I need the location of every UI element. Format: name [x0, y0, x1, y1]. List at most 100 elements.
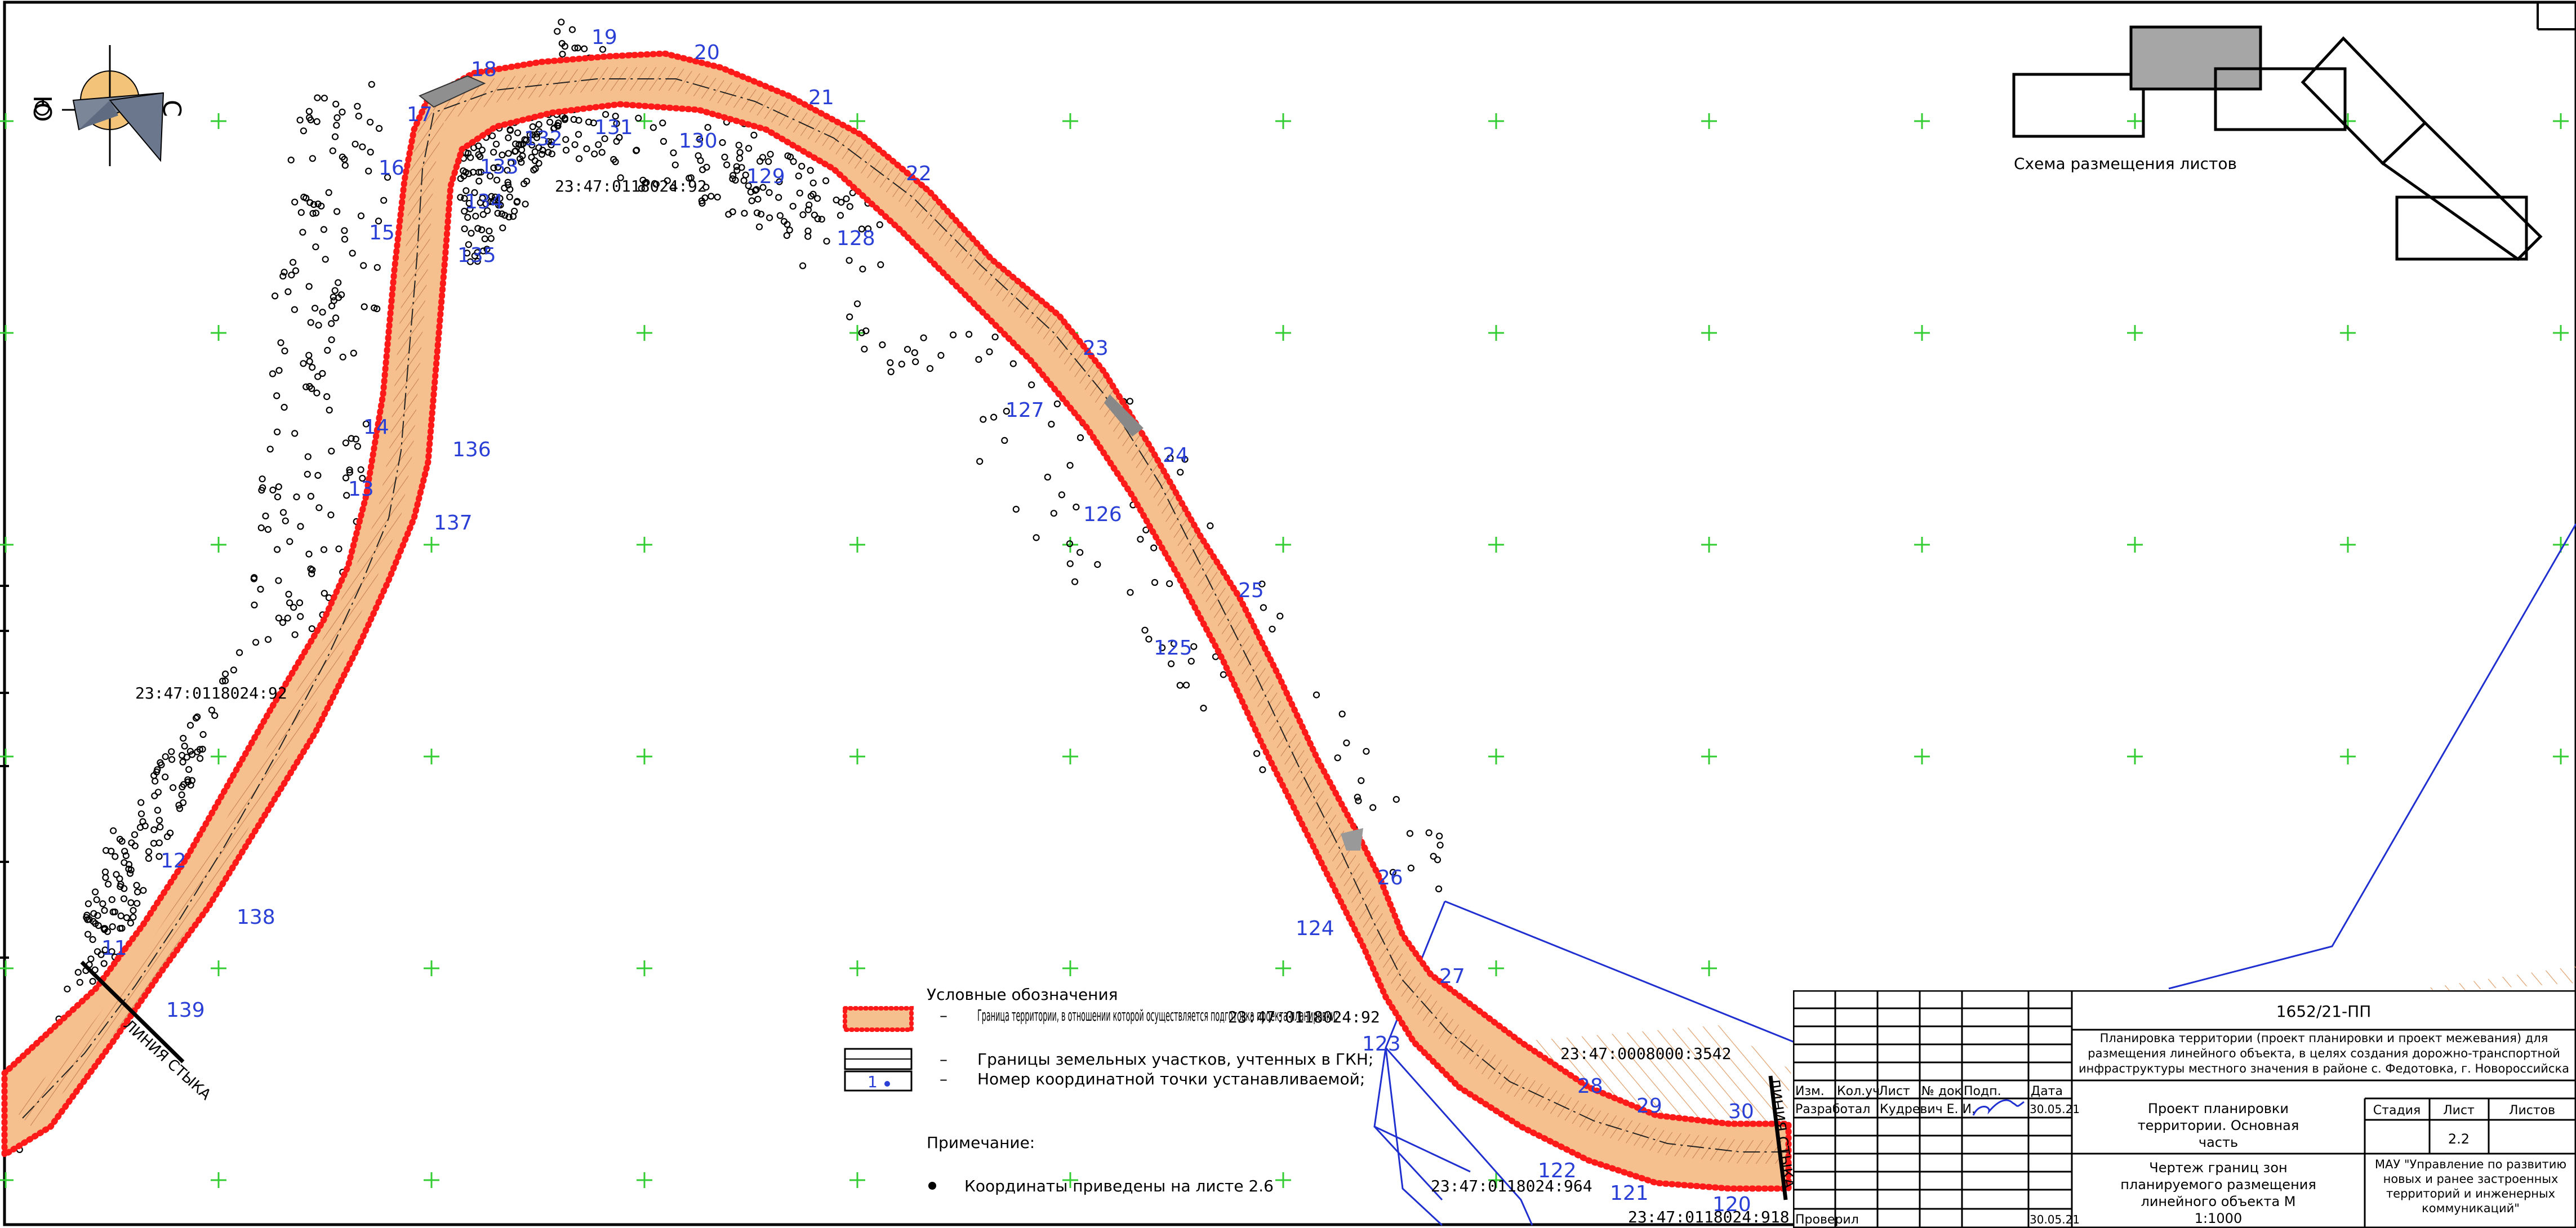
survey-dot [466, 258, 474, 265]
grid-cross [2553, 113, 2569, 129]
survey-dot [536, 128, 543, 135]
project-title: Планировка территории (проект планировки… [2078, 1031, 2570, 1075]
grid-cross [2127, 749, 2143, 764]
survey-dot [192, 714, 200, 722]
point-labels-outer: 11 12 13 14 15 16 17 18 19 20 21 22 23 2… [101, 26, 1754, 1123]
survey-dot [1187, 657, 1195, 665]
grid-cross [1062, 960, 1078, 976]
grid-cross [1701, 113, 1717, 129]
survey-dot [601, 135, 608, 143]
survey-dot [887, 359, 894, 367]
point-label: 137 [434, 511, 473, 535]
survey-dot [179, 783, 186, 791]
survey-dot [1001, 437, 1008, 444]
survey-dot [486, 172, 494, 180]
survey-dot [120, 895, 128, 902]
survey-dot [180, 799, 187, 807]
survey-dot [262, 512, 269, 520]
survey-dot [504, 167, 511, 174]
grid-cross [1701, 325, 1717, 341]
survey-dot [571, 45, 579, 52]
parcel-label: 23:47:0118024:918 [1628, 1208, 1790, 1226]
survey-dot [877, 261, 884, 268]
survey-dot [342, 474, 350, 482]
survey-dot [949, 331, 957, 339]
survey-dot [123, 914, 130, 922]
legend-sample-number: 1 [867, 1073, 878, 1091]
survey-dot [558, 19, 565, 26]
point-label: 20 [694, 41, 720, 64]
survey-dot [1071, 578, 1079, 585]
survey-dot [150, 839, 158, 847]
survey-dot [545, 138, 552, 145]
survey-dot [507, 159, 515, 167]
survey-dot [105, 880, 112, 888]
survey-dot [297, 209, 305, 216]
developed-date: 30.05.21 [2030, 1102, 2080, 1116]
survey-dot [472, 212, 479, 220]
survey-dot [181, 742, 188, 750]
survey-dot [162, 773, 169, 781]
survey-dot [741, 210, 748, 217]
survey-dot [92, 920, 99, 927]
survey-dot [776, 178, 783, 185]
survey-dot [753, 186, 760, 193]
grid-cross [1914, 537, 1930, 553]
point-label: 132 [524, 127, 563, 150]
survey-dot [109, 923, 116, 931]
survey-dot [559, 50, 566, 58]
survey-dot [339, 353, 346, 361]
survey-dot [1170, 640, 1178, 647]
point-label: 22 [906, 162, 932, 185]
survey-dot [100, 960, 108, 967]
point-label: 125 [1154, 637, 1193, 660]
survey-dot [486, 228, 493, 235]
survey-dot [757, 211, 765, 218]
survey-dot [1066, 540, 1074, 548]
survey-dot [462, 149, 470, 156]
grid-cross [849, 1172, 865, 1188]
survey-dot [1151, 579, 1159, 586]
existing-structure-lower [1341, 828, 1363, 851]
survey-dot [799, 262, 807, 269]
header-doc: № док [1921, 1084, 1962, 1098]
survey-dot [101, 907, 108, 914]
survey-dot [87, 955, 95, 963]
survey-dot [920, 334, 927, 341]
survey-dot [461, 225, 468, 233]
survey-dot [807, 167, 814, 174]
survey-dot [312, 243, 319, 251]
survey-dot [1389, 869, 1396, 876]
survey-dot [528, 141, 536, 149]
survey-dot [179, 758, 186, 766]
survey-dot [696, 136, 704, 143]
survey-dot [904, 345, 911, 353]
survey-dot [599, 46, 607, 53]
grid-cross [1062, 537, 1078, 553]
survey-dot [157, 824, 164, 831]
legend-swatch-point [844, 1070, 913, 1092]
survey-dot [750, 131, 758, 139]
survey-dot [483, 246, 491, 253]
survey-dot [571, 141, 579, 148]
survey-dot [479, 211, 487, 218]
survey-dot [307, 492, 315, 500]
survey-dot [145, 855, 153, 862]
survey-dot [259, 475, 266, 483]
road-corridor [1, 50, 1792, 1192]
survey-dot [170, 784, 177, 791]
parcel-labels: 23:47:0118024:92 23:47:0118024:92 23:47:… [135, 177, 1790, 1226]
survey-dot [796, 189, 803, 197]
survey-dot [384, 173, 391, 181]
survey-dot [94, 912, 101, 919]
grid-cross [849, 749, 865, 764]
survey-dot [380, 197, 388, 204]
survey-dot [1167, 454, 1174, 462]
point-label: 127 [1006, 399, 1044, 422]
survey-dot [1009, 360, 1017, 367]
survey-dot [462, 187, 470, 194]
survey-dot [368, 81, 375, 88]
survey-dot [375, 124, 383, 132]
survey-dot [471, 189, 478, 196]
survey-dot [465, 241, 473, 248]
